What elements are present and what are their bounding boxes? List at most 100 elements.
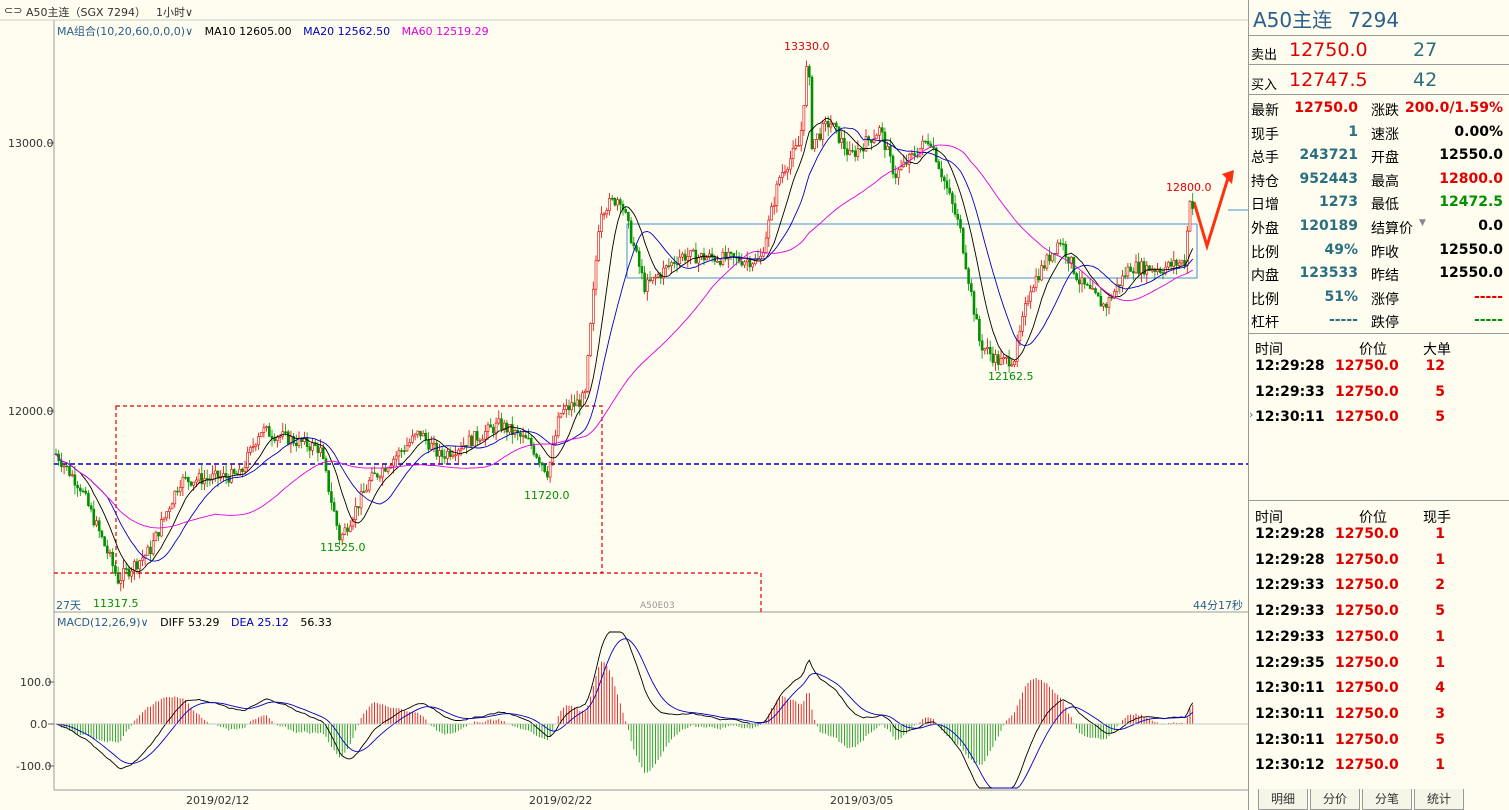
candle-body (632, 242, 636, 247)
field-label: 最低 (1371, 197, 1399, 214)
candle-body (170, 503, 174, 510)
candle-body (627, 212, 630, 222)
chevron-down-icon[interactable]: ∨ (185, 25, 194, 38)
instrument-title[interactable]: A50主连（SGX 7294） (26, 6, 147, 19)
dropdown-icon[interactable]: ▼ (1419, 218, 1426, 228)
tab-trades[interactable]: 分笔 (1362, 789, 1412, 810)
candle-body (1029, 291, 1032, 302)
table-row[interactable]: 12:29:33 12750.0 1 (1249, 625, 1509, 650)
macd-legend-label[interactable]: MACD(12,26,9) (57, 616, 141, 629)
chart-window-icon[interactable]: ⊂⊃ (4, 4, 23, 17)
candle-body (1121, 275, 1124, 287)
table-row[interactable]: 12:29:28 12750.0 12 (1249, 354, 1509, 379)
candle-body (605, 210, 609, 215)
field-value: 49% (1324, 241, 1358, 258)
candle-body (1007, 356, 1011, 367)
candle-body (241, 468, 244, 472)
candle-body (762, 252, 765, 257)
candle-body (1021, 316, 1024, 332)
candle-body (124, 568, 128, 570)
tick-price: 12750.0 (1335, 654, 1399, 671)
candle-body (73, 474, 77, 486)
table-row[interactable]: 12:30:12 12750.0 1 (1249, 753, 1509, 778)
candle-body (351, 519, 355, 527)
tick-size: 12 (1425, 358, 1445, 374)
candle-body (924, 140, 927, 143)
candle-body (394, 455, 398, 460)
chart-area[interactable] (0, 0, 1248, 810)
table-row[interactable]: 12:30:11 12750.0 3 (1249, 702, 1509, 727)
chevron-down-icon[interactable]: ∨ (140, 616, 149, 629)
candle-body (524, 435, 528, 439)
candle-body (951, 192, 954, 204)
candle-body (799, 129, 803, 146)
candle-body (540, 462, 544, 466)
kline-chart[interactable] (0, 0, 1248, 810)
candle-body (1126, 266, 1130, 277)
field-value: 1 (1348, 123, 1358, 140)
tick-size: 1 (1435, 526, 1445, 542)
candle-body (429, 443, 433, 450)
macd-histogram (58, 661, 1194, 773)
candle-body (222, 473, 225, 477)
field-value: 952443 (1299, 170, 1358, 187)
tick-size: 5 (1435, 731, 1445, 748)
days-label: 27天 (56, 599, 81, 612)
candle-body (1026, 300, 1030, 305)
table-row[interactable]: 12:29:28 12750.0 1 (1249, 522, 1509, 547)
table-row[interactable]: 12:29:28 12750.0 1 (1249, 548, 1509, 573)
field-label: 昨收 (1371, 244, 1399, 261)
table-row[interactable]: 12:29:33 12750.0 5 (1249, 599, 1509, 624)
table-row[interactable]: 12:30:11 12750.0 4 (1249, 676, 1509, 701)
candle-body (1061, 243, 1065, 246)
candle-body (346, 527, 349, 532)
candle-body (851, 150, 854, 152)
candle-body (332, 502, 336, 512)
period-selector[interactable]: 1小时∨ (156, 6, 194, 19)
candle-body (818, 133, 822, 140)
high-annotation: 13330.0 (784, 40, 830, 53)
candle-body (119, 580, 123, 584)
buy-row[interactable]: 买入 12747.5 42 (1249, 68, 1509, 94)
table-row[interactable]: 12:29:35 12750.0 1 (1249, 651, 1509, 676)
tab-price-distribution[interactable]: 分价 (1310, 789, 1360, 810)
field-value: ----- (1473, 288, 1503, 305)
candle-body (424, 432, 428, 440)
tab-stats[interactable]: 统计 (1414, 789, 1464, 810)
candle-body (613, 197, 617, 206)
ma-legend: MA组合(10,20,60,0,0,0)∨ MA10 12605.00 MA20… (57, 23, 489, 39)
candle-body (959, 219, 962, 229)
candle-body (214, 470, 217, 475)
candle-body (68, 465, 71, 476)
table-row[interactable]: 12:29:33 12750.0 2 (1249, 573, 1509, 598)
table-row[interactable]: 12:30:11 12750.0 5 (1249, 405, 1509, 430)
candle-body (978, 318, 981, 342)
candle-body (991, 353, 995, 363)
chevron-right-icon[interactable]: › (1249, 408, 1254, 421)
candle-body (330, 491, 333, 503)
table-row[interactable]: 12:30:11 12750.0 5 (1249, 728, 1509, 753)
watermark: A50E03 (640, 601, 675, 611)
candle-body (810, 76, 814, 150)
candle-body (100, 530, 104, 538)
candle-body (440, 450, 444, 457)
ma-legend-label[interactable]: MA组合(10,20,60,0,0,0) (57, 25, 186, 38)
candle-body (497, 418, 501, 424)
candle-body (527, 437, 530, 440)
candle-body (921, 140, 925, 149)
field-value: 0.00% (1454, 123, 1503, 140)
candle-body (1177, 262, 1181, 266)
candle-body (824, 121, 827, 125)
quote-code: 7294 (1348, 8, 1400, 32)
candle-body (843, 138, 846, 149)
candle-body (859, 148, 862, 150)
quote-row: 最新 12750.0 涨跌 200.0/1.59% (1249, 97, 1509, 120)
candle-body (1024, 303, 1027, 317)
candle-body (980, 340, 984, 351)
sell-row[interactable]: 卖出 12750.0 27 (1249, 38, 1509, 64)
candle-body (770, 206, 773, 221)
table-row[interactable]: 12:29:33 12750.0 5 (1249, 380, 1509, 405)
tab-detail[interactable]: 明细 (1258, 789, 1308, 810)
candle-body (103, 536, 106, 547)
candle-body (1102, 303, 1105, 307)
